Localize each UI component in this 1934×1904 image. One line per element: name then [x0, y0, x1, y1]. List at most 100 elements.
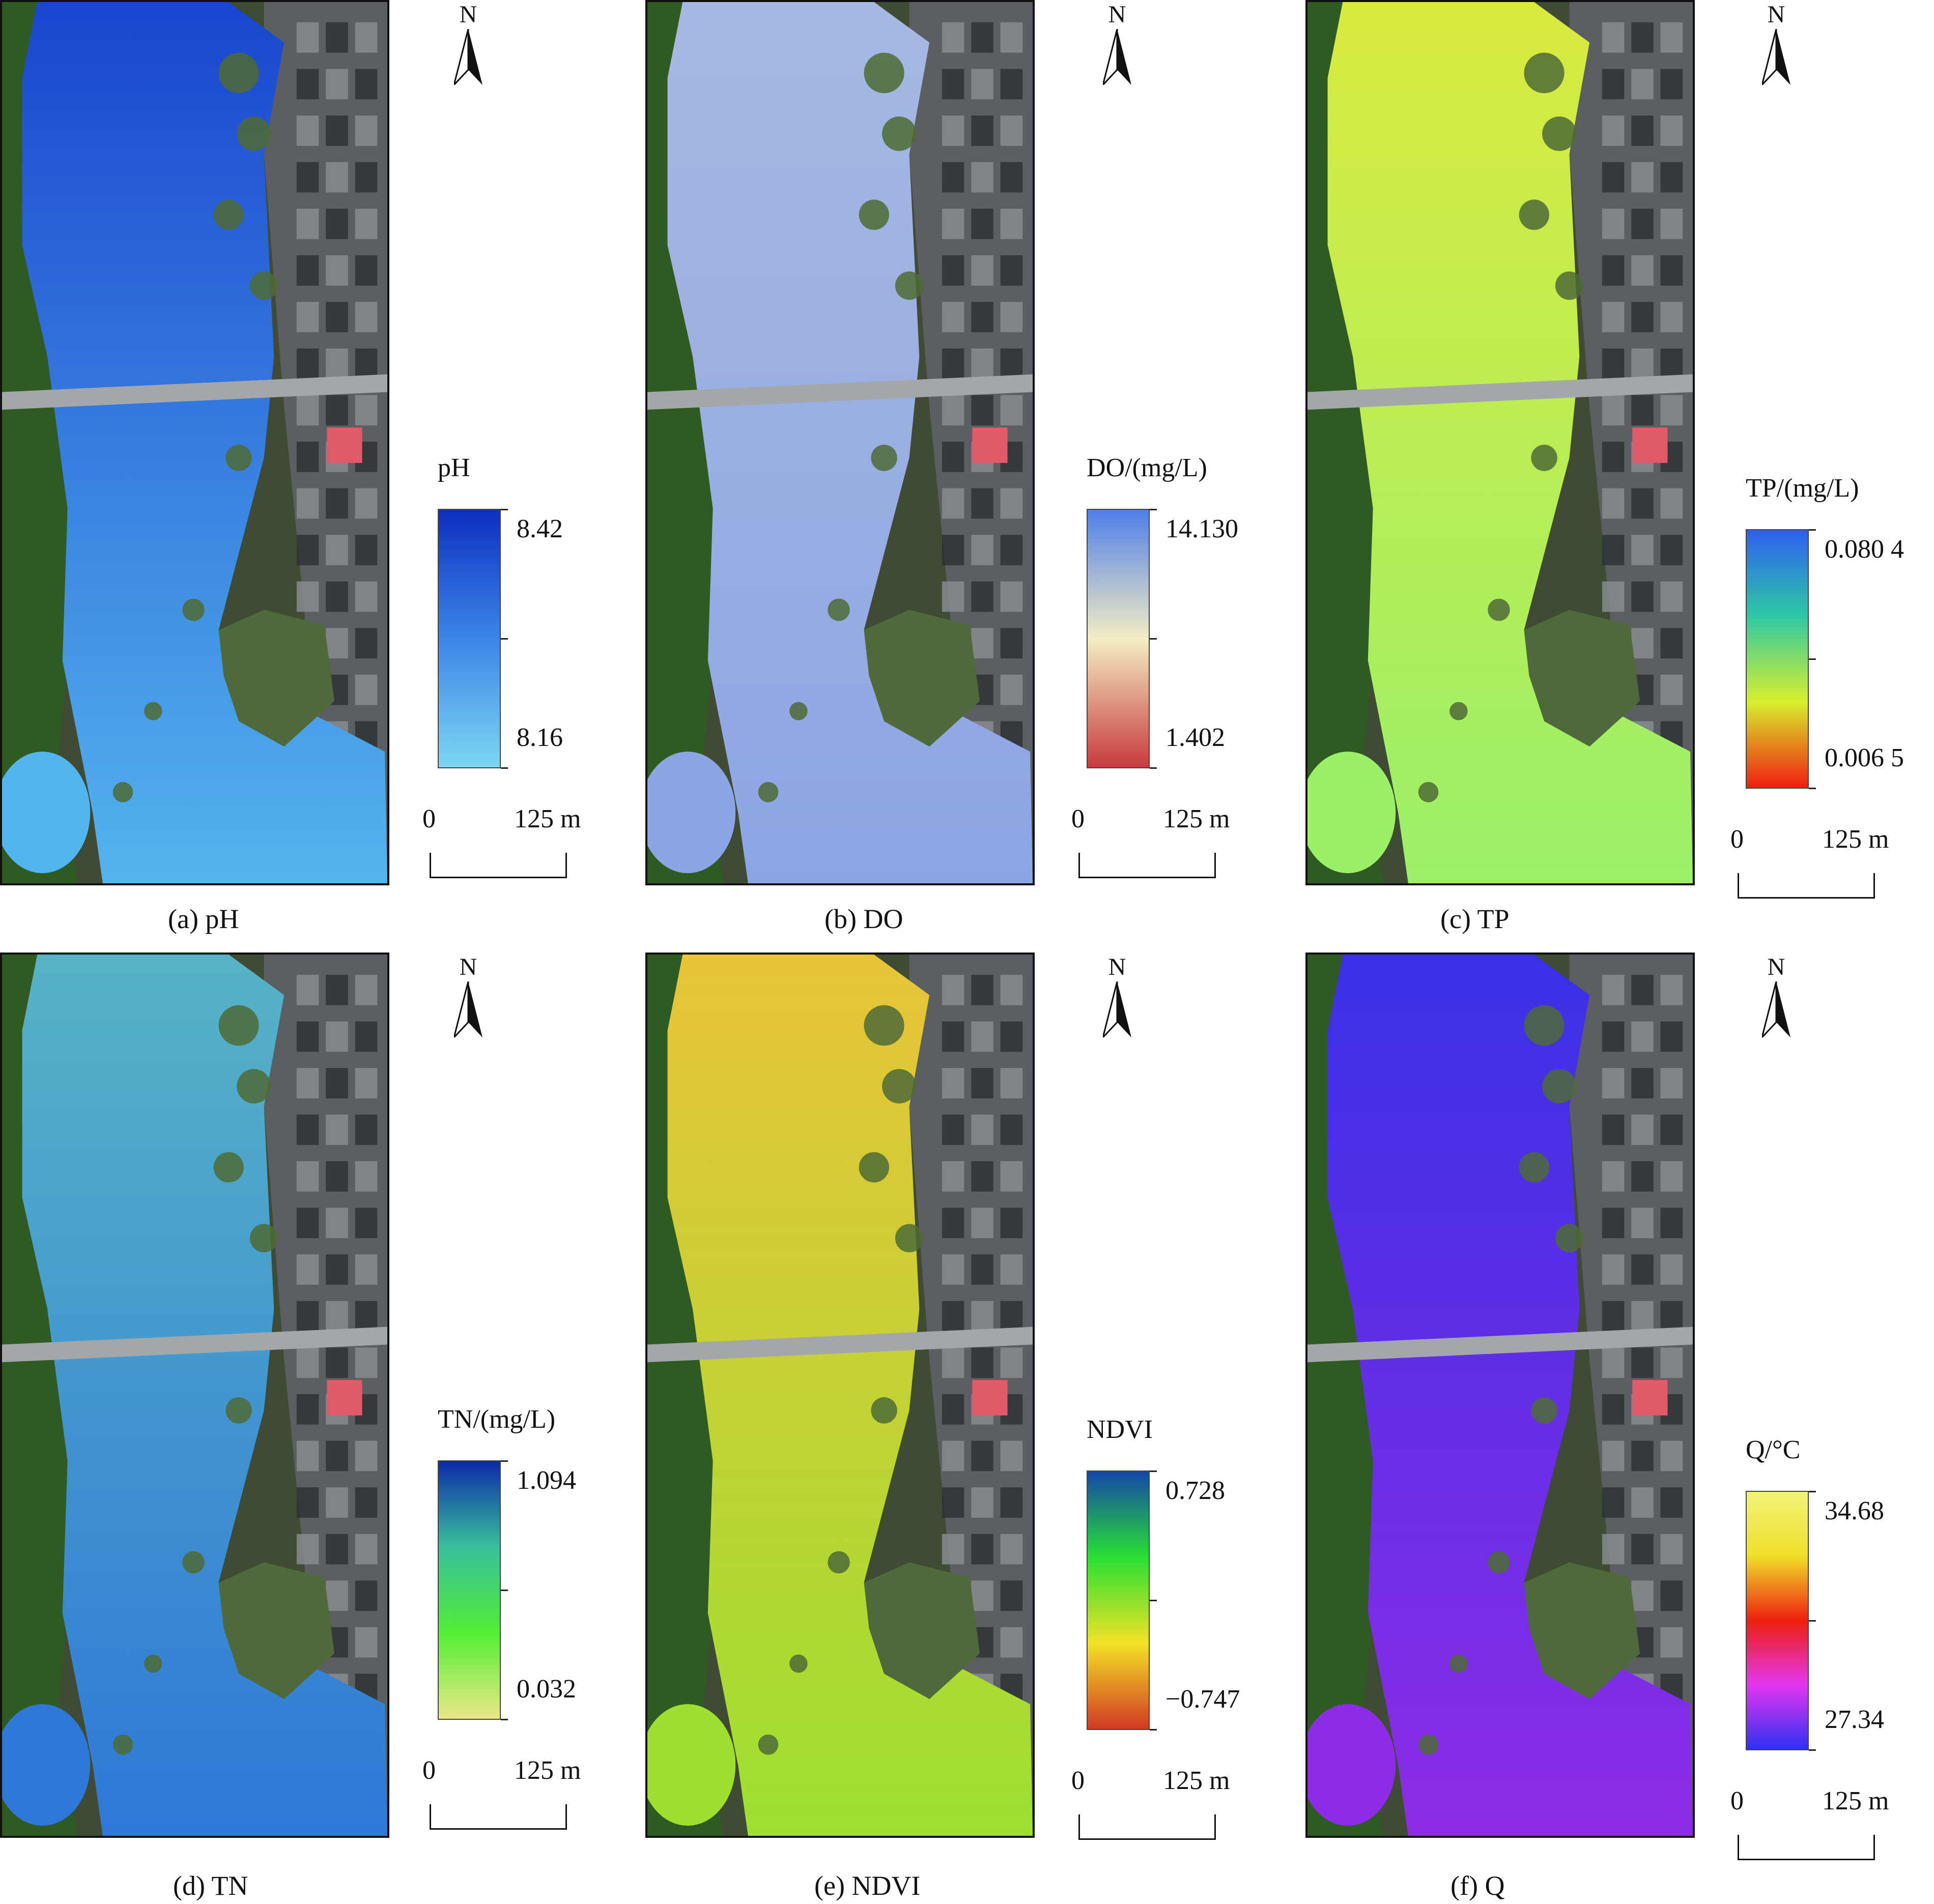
building	[326, 1254, 348, 1285]
building	[1660, 115, 1683, 146]
building	[355, 1114, 378, 1145]
vegetation-patch	[1555, 271, 1584, 300]
building	[326, 1114, 348, 1145]
building	[1631, 1440, 1654, 1472]
scale-end-label: 125 m	[1163, 804, 1230, 833]
building	[355, 674, 378, 705]
building	[971, 1207, 993, 1238]
building	[296, 974, 319, 1005]
red-roof-building	[1632, 427, 1668, 463]
legend-title: pH	[438, 453, 470, 482]
map-e	[645, 953, 1035, 1838]
vegetation-patch	[1418, 1734, 1439, 1755]
legend-tick	[1809, 1749, 1816, 1751]
vegetation-patch	[213, 199, 244, 230]
north-arrow: N	[1097, 3, 1137, 85]
bridge	[647, 1326, 1033, 1363]
legend-tick	[501, 1460, 508, 1462]
building	[355, 1534, 378, 1565]
legend-title: TN/(mg/L)	[438, 1405, 556, 1434]
building	[971, 628, 993, 659]
building	[1000, 115, 1023, 146]
panel-caption: (b) DO	[824, 904, 903, 934]
vegetation-patch	[1488, 598, 1510, 621]
building	[355, 1440, 378, 1472]
forest-area	[2, 2, 78, 883]
building	[355, 1627, 378, 1658]
building	[942, 1440, 964, 1472]
building	[1602, 302, 1625, 333]
north-arrow: N	[1097, 955, 1137, 1037]
map-image	[647, 955, 1033, 1836]
building	[942, 22, 964, 53]
building	[355, 162, 378, 193]
building	[1000, 22, 1023, 53]
building	[942, 1394, 964, 1425]
building	[326, 535, 348, 565]
building	[1000, 348, 1023, 379]
north-arrow: N	[1756, 3, 1797, 85]
building	[971, 581, 993, 612]
legend-min-value: −0.747	[1165, 1685, 1240, 1714]
building	[971, 1161, 993, 1192]
vegetation-patch	[1488, 1551, 1510, 1574]
building	[355, 1021, 378, 1052]
building	[942, 442, 964, 472]
building	[1631, 1161, 1654, 1192]
building	[971, 1534, 993, 1565]
building	[1631, 395, 1654, 426]
pond	[647, 1704, 736, 1826]
legend-max-value: 0.728	[1165, 1476, 1225, 1505]
building	[296, 302, 319, 333]
vegetation-patch	[1449, 1654, 1468, 1673]
building	[942, 1161, 964, 1192]
scale-bar-line	[1738, 1835, 1875, 1860]
building	[1660, 209, 1683, 239]
building	[1660, 1068, 1683, 1099]
map-image	[2, 955, 387, 1836]
island	[218, 610, 335, 747]
scale-bar: 0 125 m	[1071, 804, 1275, 880]
building	[1631, 69, 1654, 100]
north-label: N	[1767, 1, 1785, 28]
building	[1660, 69, 1683, 100]
building	[355, 1068, 378, 1099]
building	[1660, 395, 1683, 426]
north-arrow: N	[1756, 955, 1797, 1037]
building	[296, 1161, 319, 1192]
building	[1631, 302, 1654, 333]
scale-end-label: 125 m	[1822, 825, 1889, 854]
pond	[647, 752, 736, 874]
building	[1660, 1254, 1683, 1285]
scale-end-label: 125 m	[514, 1756, 581, 1785]
vegetation-patch	[828, 1551, 850, 1574]
scale-end-label: 125 m	[514, 804, 581, 833]
building	[1602, 581, 1625, 612]
building	[1631, 1580, 1654, 1611]
river-water	[1327, 955, 1693, 1836]
building	[1602, 162, 1625, 193]
map-b	[645, 0, 1035, 885]
scale-bar-line	[1078, 1814, 1216, 1840]
building	[971, 209, 993, 239]
building	[1631, 628, 1654, 659]
legend-color-ramp	[438, 1460, 501, 1720]
vegetation-patch	[237, 1069, 271, 1104]
vegetation-patch	[249, 271, 278, 300]
building	[1000, 1301, 1023, 1332]
scale-bar: 0 125 m	[1730, 824, 1934, 901]
legend-tick	[501, 509, 508, 510]
legend-tick	[1809, 529, 1816, 531]
building	[1602, 1021, 1625, 1052]
building	[355, 535, 378, 565]
bridge	[647, 374, 1033, 410]
building	[296, 115, 319, 146]
building	[355, 1207, 378, 1238]
building	[1000, 209, 1023, 239]
building	[1660, 581, 1683, 612]
building	[971, 1347, 993, 1378]
building	[1602, 1114, 1625, 1145]
legend-tick	[1809, 658, 1816, 660]
vegetation-patch	[182, 1551, 205, 1574]
bridge	[1307, 1326, 1693, 1363]
